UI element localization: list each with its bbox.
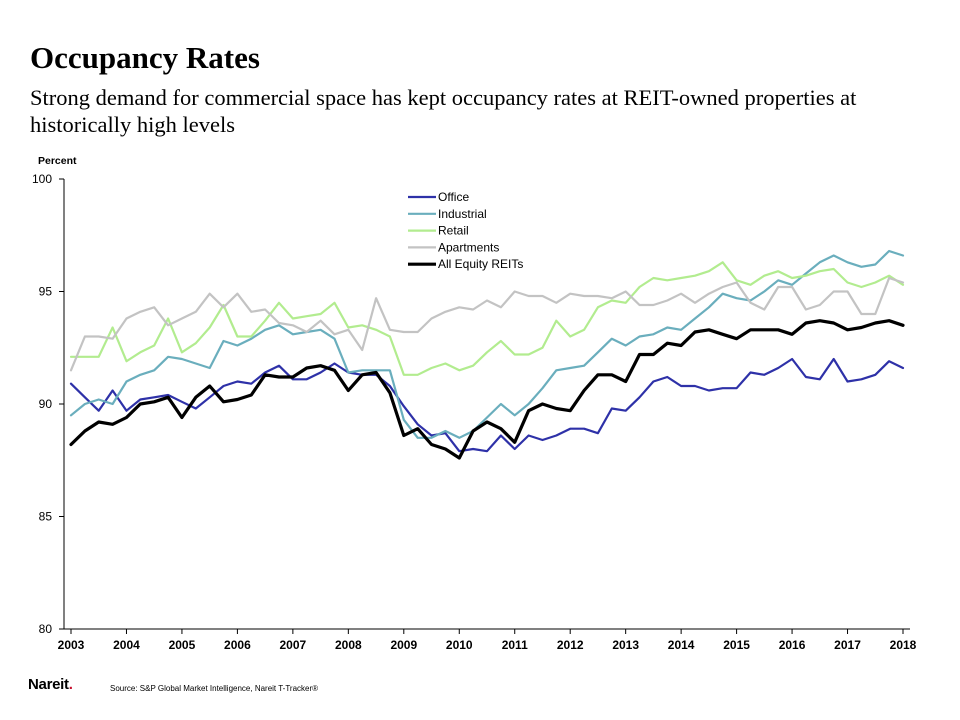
x-tick-label: 2003 [58, 638, 85, 652]
x-tick-label: 2008 [335, 638, 362, 652]
chart-axes: 80 85 90 95 100 2003 2004 2005 2006 2007 2008 2009 2… [32, 155, 917, 652]
series-line-retail [69, 261, 905, 376]
legend-label-retail: Retail [438, 224, 469, 238]
chart-legend: Office Industrial Retail Apartments All Equi… [408, 190, 523, 271]
logo-mark: . [68, 676, 73, 693]
legend-label-office: Office [438, 190, 469, 204]
series-line-apartments [69, 276, 905, 372]
source-note: Source: S&P Global Market Intelligence, … [110, 684, 319, 693]
series-line-office [69, 357, 905, 453]
y-axis-title: Percent [38, 155, 77, 167]
x-tick-label: 2012 [557, 638, 584, 652]
x-tick-label: 2016 [779, 638, 806, 652]
x-tick-label: 2009 [390, 638, 417, 652]
series-line-industrial [69, 249, 905, 439]
x-tick-label: 2013 [612, 638, 639, 652]
x-tick-label: 2011 [502, 638, 528, 652]
x-tick-label: 2010 [446, 638, 473, 652]
y-tick-label: 85 [39, 510, 53, 524]
y-tick-label: 90 [39, 397, 53, 411]
logo-text: Nareit [28, 676, 69, 693]
legend-label-apartments: Apartments [438, 240, 499, 254]
legend-label-industrial: Industrial [438, 207, 487, 221]
page-subtitle: Strong demand for commercial space has k… [30, 85, 857, 137]
nareit-logo: Nareit. [28, 676, 73, 693]
x-tick-label: 2005 [169, 638, 196, 652]
legend-label-all-equity-reits: All Equity REITs [438, 257, 523, 271]
y-tick-label: 95 [39, 285, 53, 299]
x-tick-label: 2004 [113, 638, 140, 652]
x-tick-label: 2006 [224, 638, 251, 652]
series-line-all-equity-reits [69, 319, 905, 460]
x-tick-label: 2018 [890, 638, 917, 652]
y-tick-label: 80 [39, 622, 53, 636]
y-tick-label: 100 [32, 172, 52, 186]
chart-series [69, 249, 905, 460]
x-tick-label: 2015 [723, 638, 750, 652]
x-tick-label: 2017 [834, 638, 861, 652]
x-tick-label: 2007 [280, 638, 307, 652]
x-tick-label: 2014 [668, 638, 695, 652]
page-title: Occupancy Rates [30, 40, 260, 75]
